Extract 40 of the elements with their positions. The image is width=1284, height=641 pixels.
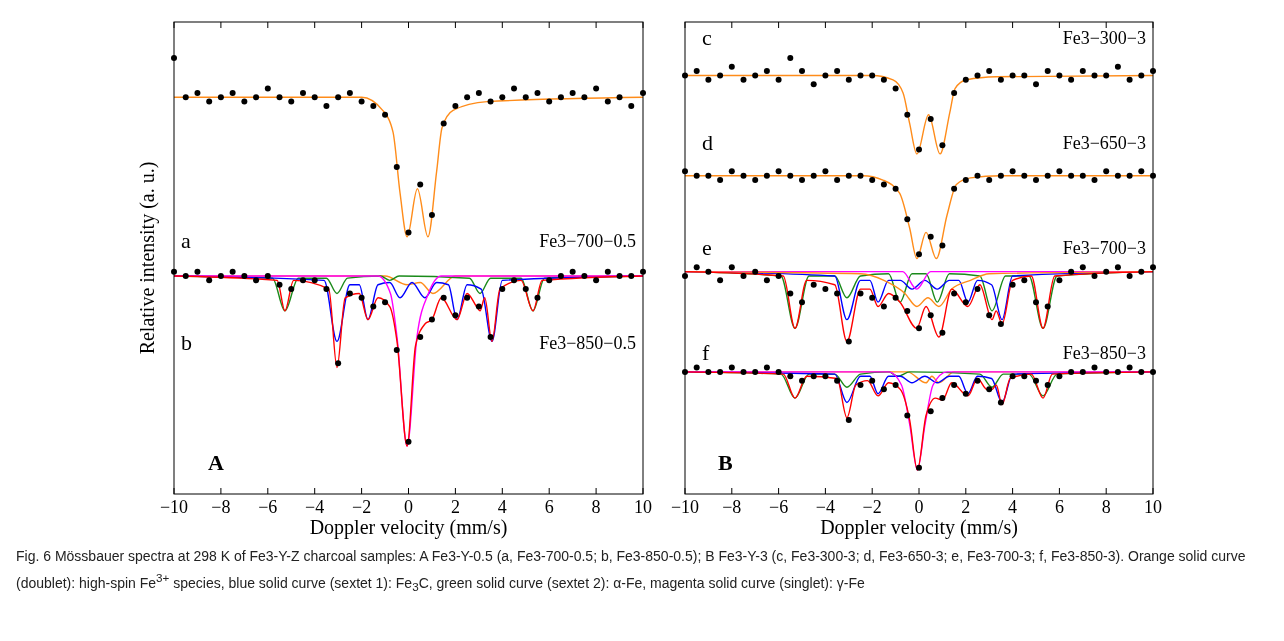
y-axis-title: Relative intensity (a. u.) — [136, 161, 159, 355]
x-tick-label: −8 — [722, 497, 742, 517]
x-tick-label: 8 — [1101, 497, 1111, 517]
x-tick-label: 4 — [1008, 497, 1018, 517]
x-axis-title: Doppler velocity (mm/s) — [309, 516, 508, 539]
x-tick-label: −6 — [258, 497, 278, 517]
x-tick-label: −8 — [211, 497, 231, 517]
x-tick-label: 0 — [914, 497, 924, 517]
annotation: f — [702, 340, 710, 366]
text: Fe3−300−3 — [1062, 28, 1146, 49]
annotation: b — [181, 330, 192, 356]
caption: Fig. 6 Mössbauer spectra at 298 K of Fe3-Y-Z charcoal samples: A Fe3-Y-0.5 (a, Fe3-700-0.5; b, Fe3-850-0.5); B Fe3-Y-3 (c, Fe3-300-3; d, Fe3-650-3; e, Fe3-700-3; f, Fe3-850-3). Orange solid curve (doublet): high-spin Fe$^{3+}$ species, blue solid curve (sextet 1): Fe$_{3}$C, green solid curve (sextet 2): α-Fe, magenta solid curve (singlet): γ-Fe — [16, 547, 1247, 596]
x-tick-label: −10 — [159, 497, 189, 517]
annotation: Fe3−850−0.5 — [539, 333, 636, 354]
annotation: B — [718, 450, 733, 476]
x-tick-label: 6 — [1054, 497, 1064, 517]
annotation: a — [181, 228, 191, 254]
x-tick-label: −10 — [670, 497, 700, 517]
x-axis-title: Doppler velocity (mm/s) — [820, 516, 1018, 539]
annotation: Fe3−700−3 — [1062, 238, 1146, 259]
x-tick-label: 10 — [634, 497, 652, 517]
x-tick-label: 2 — [961, 497, 971, 517]
x-tick-label: 10 — [1144, 497, 1162, 517]
x-tick-label: −4 — [305, 497, 325, 517]
annotation: Fe3−650−3 — [1062, 133, 1146, 154]
annotation: d — [702, 130, 713, 156]
annotation: Fe3−850−3 — [1062, 343, 1146, 364]
x-tick-label: −4 — [815, 497, 835, 517]
x-tick-label: 2 — [450, 497, 460, 517]
text: c — [702, 25, 712, 51]
x-tick-label: 6 — [544, 497, 554, 517]
x-tick-label: 0 — [404, 497, 413, 517]
annotation: A — [208, 450, 224, 476]
x-tick-label: −2 — [352, 497, 372, 517]
x-tick-label: 8 — [591, 497, 601, 517]
annotation: Fe3−700−0.5 — [539, 231, 636, 252]
annotation: e — [702, 235, 712, 261]
x-tick-label: −2 — [862, 497, 882, 517]
x-tick-label: 4 — [497, 497, 507, 517]
x-tick-label: −6 — [769, 497, 789, 517]
